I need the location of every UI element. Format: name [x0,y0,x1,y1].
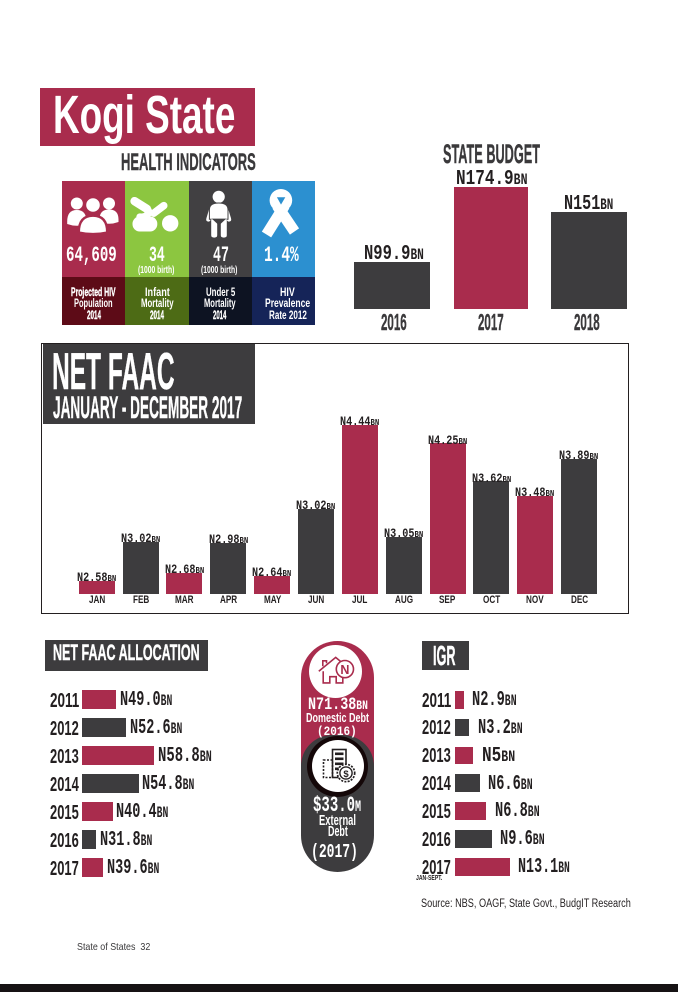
svg-text:$: $ [343,769,349,780]
svg-text:N: N [340,663,349,677]
